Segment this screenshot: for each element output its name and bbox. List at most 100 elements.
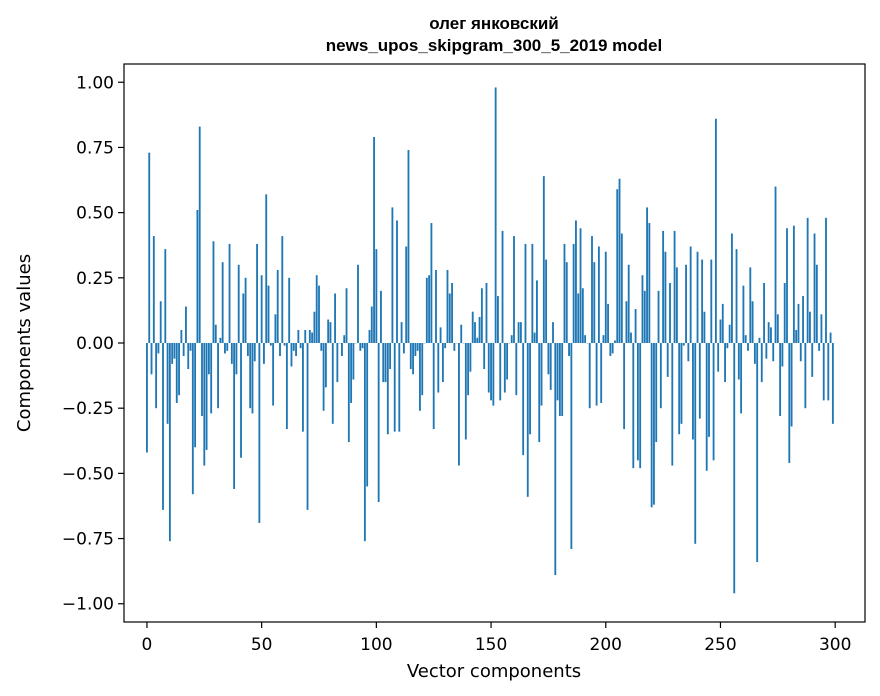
bar-297 bbox=[827, 343, 830, 401]
y-tick-label: −0.25 bbox=[62, 399, 114, 419]
x-tick-label: 300 bbox=[819, 635, 851, 655]
bar-133 bbox=[451, 283, 453, 343]
bar-276 bbox=[779, 343, 782, 417]
bar-271 bbox=[767, 322, 770, 343]
bar-181 bbox=[561, 343, 564, 417]
x-tick-label: 200 bbox=[590, 635, 622, 655]
bar-183 bbox=[565, 262, 568, 343]
bar-63 bbox=[290, 343, 293, 367]
bar-83 bbox=[336, 343, 339, 383]
bar-277 bbox=[781, 343, 784, 367]
bar-144 bbox=[476, 337, 479, 343]
bar-131 bbox=[446, 269, 449, 343]
bar-43 bbox=[244, 277, 247, 343]
bar-36 bbox=[228, 243, 231, 343]
plot-frame bbox=[123, 63, 866, 623]
bar-60 bbox=[283, 343, 286, 346]
bar-122 bbox=[425, 277, 428, 343]
bar-299 bbox=[831, 343, 834, 424]
bar-219 bbox=[648, 223, 651, 343]
bar-275 bbox=[776, 314, 779, 343]
bar-171 bbox=[538, 343, 541, 443]
bar-180 bbox=[558, 343, 561, 417]
bar-29 bbox=[212, 241, 215, 343]
bar-178 bbox=[554, 343, 557, 576]
bar-182 bbox=[563, 243, 566, 343]
bar-281 bbox=[790, 343, 793, 427]
y-tick-label: 0.00 bbox=[76, 334, 114, 354]
chart-subtitle: news_upos_skipgram_300_5_2019 model bbox=[326, 36, 662, 55]
bar-98 bbox=[370, 306, 373, 343]
bar-260 bbox=[742, 285, 745, 343]
bar-286 bbox=[802, 296, 804, 343]
bar-147 bbox=[483, 343, 486, 370]
bar-97 bbox=[368, 329, 371, 343]
bar-101 bbox=[377, 343, 380, 503]
bar-161 bbox=[515, 343, 518, 396]
bar-75 bbox=[318, 285, 320, 343]
bar-27 bbox=[207, 343, 210, 375]
x-tick-label: 250 bbox=[704, 635, 736, 655]
bar-120 bbox=[421, 343, 424, 396]
bar-125 bbox=[432, 343, 435, 430]
bar-45 bbox=[249, 343, 252, 409]
bar-177 bbox=[552, 322, 554, 343]
bar-56 bbox=[274, 314, 277, 343]
bar-293 bbox=[818, 343, 821, 351]
y-tick-label: −0.50 bbox=[62, 464, 114, 484]
bar-6 bbox=[159, 301, 162, 343]
bar-156 bbox=[503, 343, 506, 393]
bar-164 bbox=[522, 343, 525, 456]
bar-88 bbox=[347, 343, 350, 443]
bar-214 bbox=[636, 343, 639, 461]
bar-59 bbox=[281, 236, 284, 343]
bar-10 bbox=[168, 343, 171, 542]
bar-96 bbox=[366, 343, 369, 487]
bar-134 bbox=[453, 343, 456, 351]
bar-175 bbox=[547, 343, 550, 375]
bar-155 bbox=[501, 230, 504, 343]
bar-69 bbox=[304, 329, 307, 343]
bar-270 bbox=[765, 343, 768, 359]
bar-86 bbox=[343, 335, 346, 343]
bar-230 bbox=[673, 230, 676, 343]
bar-123 bbox=[428, 275, 431, 343]
bar-93 bbox=[359, 343, 362, 351]
bar-80 bbox=[329, 322, 332, 343]
bar-235 bbox=[685, 264, 687, 343]
bar-174 bbox=[545, 259, 548, 343]
bar-107 bbox=[391, 207, 394, 343]
bar-32 bbox=[219, 337, 222, 343]
bar-110 bbox=[398, 343, 401, 432]
bar-104 bbox=[384, 343, 387, 383]
bar-201 bbox=[607, 303, 609, 343]
bar-71 bbox=[308, 329, 311, 343]
bar-22 bbox=[196, 210, 199, 343]
bar-48 bbox=[256, 243, 258, 343]
bar-67 bbox=[299, 343, 302, 349]
bar-40 bbox=[237, 264, 240, 343]
bar-241 bbox=[698, 343, 701, 419]
bar-68 bbox=[302, 343, 304, 432]
bar-168 bbox=[531, 243, 534, 343]
bar-47 bbox=[253, 343, 256, 362]
bar-53 bbox=[267, 285, 270, 343]
bar-247 bbox=[712, 343, 715, 461]
bar-81 bbox=[331, 343, 334, 424]
bar-16 bbox=[182, 343, 185, 357]
bar-76 bbox=[320, 343, 323, 351]
chart-title: олег янковский bbox=[429, 14, 559, 33]
bar-154 bbox=[499, 343, 502, 401]
bar-58 bbox=[279, 343, 281, 357]
bar-109 bbox=[396, 220, 398, 343]
bar-24 bbox=[201, 343, 203, 417]
bar-18 bbox=[187, 343, 190, 370]
bar-157 bbox=[506, 343, 509, 380]
bar-14 bbox=[178, 343, 180, 396]
y-axis-ticks: 1.00 0.75 0.50 0.25 0.00 −0.25 −0.50 −0.75 −1.00 bbox=[62, 73, 124, 615]
bar-108 bbox=[393, 343, 396, 432]
bar-222 bbox=[655, 343, 658, 443]
bar-74 bbox=[315, 275, 318, 343]
bar-282 bbox=[792, 225, 795, 343]
